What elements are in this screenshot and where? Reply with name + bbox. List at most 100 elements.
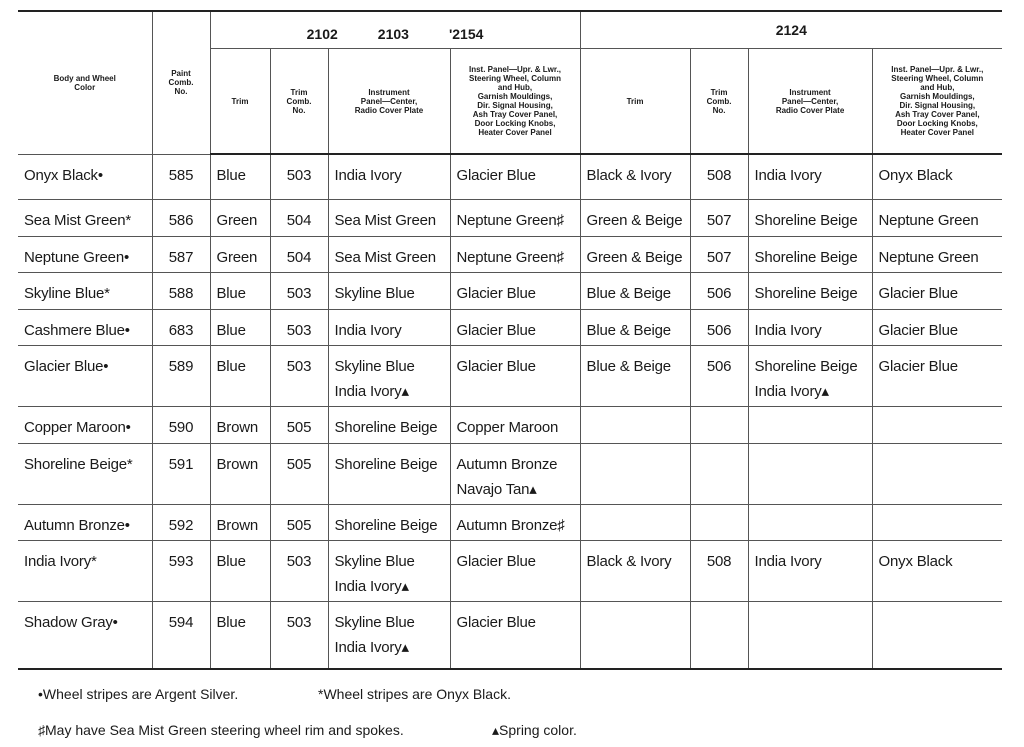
table-cell: 505 [269, 442, 329, 505]
header-group-2102-2103-2154: 2102 2103 '2154 [209, 10, 581, 49]
header-inst-panel-upper-lower: Inst. Panel—Upr. & Lwr., Steering Wheel,… [449, 48, 581, 155]
table-cell [871, 600, 1003, 670]
table-cell: Blue [209, 153, 271, 200]
table-cell: Blue & Beige [579, 271, 691, 310]
table-cell: 587 [151, 235, 211, 273]
table-row: Shadow Gray• 594 Blue 503 Skyline Blue India… [18, 600, 1003, 670]
table-cell: Blue [209, 600, 271, 670]
table-cell: Shoreline Beige [747, 198, 873, 237]
footnote-bullet: •Wheel stripes are Argent Silver. [38, 686, 239, 702]
table-cell: Autumn Bronze• [18, 503, 153, 541]
table-row: Sea Mist Green* 586 Green 504 Sea Mist Green… [18, 198, 1003, 237]
table-cell: Skyline Blue [327, 271, 451, 310]
footnote-asterisk: *Wheel stripes are Onyx Black. [318, 686, 511, 702]
table-cell: 503 [269, 539, 329, 602]
table-cell: 594 [151, 600, 211, 670]
table-cell: 593 [151, 539, 211, 602]
table-cell: Glacier Blue [871, 344, 1003, 407]
table-row: Onyx Black• 585 Blue 503 India Ivory Glacier … [18, 153, 1003, 200]
table-row: Autumn Bronze• 592 Brown 505 Shoreline Beige… [18, 503, 1003, 541]
table-row: Cashmere Blue• 683 Blue 503 India Ivory Glaci… [18, 308, 1003, 346]
table-cell: Glacier Blue• [18, 344, 153, 407]
table-row: India Ivory* 593 Blue 503 Skyline Blue India… [18, 539, 1003, 602]
table-cell: Shoreline Beige [747, 271, 873, 310]
table-cell: 506 [689, 344, 749, 407]
table-cell: Neptune Green• [18, 235, 153, 273]
table-cell: Blue [209, 344, 271, 407]
table-cell: Green & Beige [579, 198, 691, 237]
table-cell: 590 [151, 405, 211, 444]
table-cell [871, 442, 1003, 505]
table-cell: 588 [151, 271, 211, 310]
header-instrument-panel-center: Instrument Panel—Center, Radio Cover Pla… [327, 48, 451, 155]
table-cell: 507 [689, 235, 749, 273]
table-cell: Blue & Beige [579, 344, 691, 407]
table-cell: India Ivory [747, 308, 873, 346]
header-trim-comb-no: Trim Comb. No. [269, 48, 329, 155]
table-cell: Neptune Green♯ [449, 198, 581, 237]
table-cell [579, 405, 691, 444]
model-2103: 2103 [377, 26, 409, 42]
table-cell: Blue [209, 271, 271, 310]
header-inst-panel-upper-lower-2124: Inst. Panel—Upr. & Lwr., Steering Wheel,… [871, 48, 1003, 155]
table-cell: Shoreline Beige [327, 405, 451, 444]
table-cell: 504 [269, 235, 329, 273]
table-cell: India Ivory [747, 539, 873, 602]
header-trim-2124: Trim [579, 48, 691, 155]
table-cell: 505 [269, 405, 329, 444]
table-cell: 503 [269, 308, 329, 346]
table-cell: 586 [151, 198, 211, 237]
table-cell [689, 405, 749, 444]
table-cell: 503 [269, 600, 329, 670]
table-cell: India Ivory [327, 308, 451, 346]
table-cell: Glacier Blue [871, 308, 1003, 346]
table-row: Skyline Blue* 588 Blue 503 Skyline Blue Glaci… [18, 271, 1003, 310]
table-cell: Black & Ivory [579, 539, 691, 602]
footnote-triangle: ▴Spring color. [492, 722, 577, 738]
table-cell: Onyx Black [871, 539, 1003, 602]
table-cell: 503 [269, 344, 329, 407]
table-cell: Brown [209, 442, 271, 505]
table-cell: Neptune Green♯ [449, 235, 581, 273]
table-cell: Shoreline Beige [747, 235, 873, 273]
table-cell: Glacier Blue [449, 344, 581, 407]
table-cell: Shoreline Beige* [18, 442, 153, 505]
table-cell [871, 503, 1003, 541]
header-body-wheel-color: Body and Wheel Color [18, 10, 153, 155]
table-cell: Skyline Blue India Ivory▴ [327, 600, 451, 670]
table-cell: Neptune Green [871, 235, 1003, 273]
table-cell: 507 [689, 198, 749, 237]
table-cell: Onyx Black [871, 153, 1003, 200]
table-cell: Sea Mist Green* [18, 198, 153, 237]
header-trim: Trim [210, 48, 271, 155]
table-cell [689, 503, 749, 541]
table-cell: 591 [151, 442, 211, 505]
header-paint-comb-no: Paint Comb. No. [151, 10, 211, 155]
table-cell: Brown [209, 503, 271, 541]
table-cell [871, 405, 1003, 444]
table-cell: 592 [151, 503, 211, 541]
paint-trim-table: Body and Wheel Color Paint Comb. No. 210… [18, 10, 1003, 670]
table-cell: Shadow Gray• [18, 600, 153, 670]
table-cell: 589 [151, 344, 211, 407]
table-cell [579, 600, 691, 670]
table-cell: Blue [209, 539, 271, 602]
table-cell: Skyline Blue India Ivory▴ [327, 344, 451, 407]
table-cell: Autumn Bronze♯ [449, 503, 581, 541]
table-cell: 503 [269, 271, 329, 310]
table-cell: Sea Mist Green [327, 235, 451, 273]
header-group-2124: 2124 [579, 10, 1003, 49]
table-cell: Cashmere Blue• [18, 308, 153, 346]
table-cell [747, 600, 873, 670]
table-cell [579, 503, 691, 541]
table-cell: Shoreline Beige [327, 503, 451, 541]
table-cell: Neptune Green [871, 198, 1003, 237]
table-cell: 508 [689, 539, 749, 602]
table-cell [747, 503, 873, 541]
header-trim-comb-no-2124: Trim Comb. No. [689, 48, 749, 155]
table-cell: Glacier Blue [449, 153, 581, 200]
table-cell [579, 442, 691, 505]
table-cell: Glacier Blue [449, 308, 581, 346]
table-cell: Skyline Blue* [18, 271, 153, 310]
table-cell: Black & Ivory [579, 153, 691, 200]
